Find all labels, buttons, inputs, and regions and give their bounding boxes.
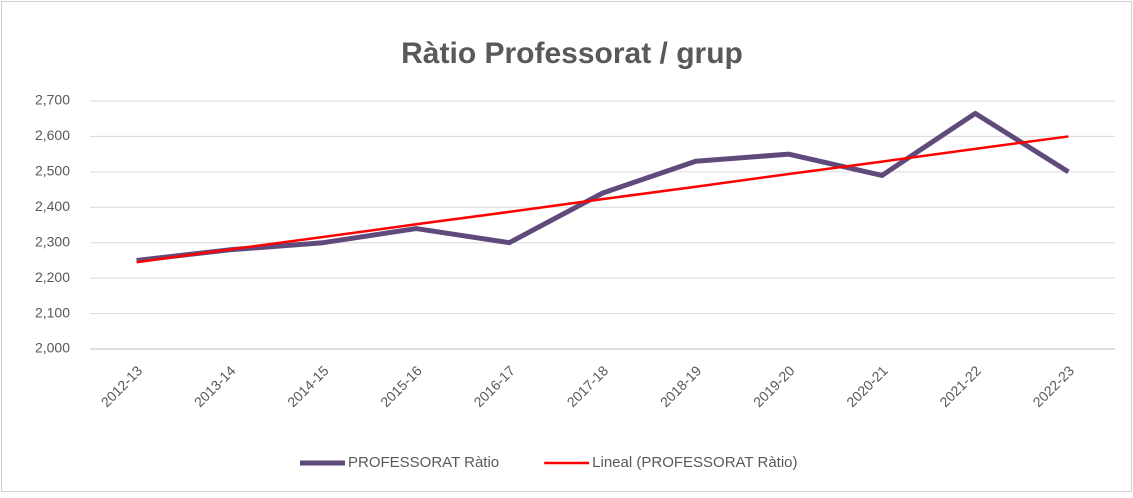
legend-label: PROFESSORAT Ràtio: [348, 454, 499, 471]
y-tick-label: 2,000: [35, 340, 70, 356]
y-tick-label: 2,400: [35, 198, 70, 214]
y-tick-label: 2,500: [35, 163, 70, 179]
y-tick-label: 2,600: [35, 127, 70, 143]
y-tick-label: 2,700: [35, 92, 70, 108]
y-tick-label: 2,200: [35, 269, 70, 285]
legend-label: Lineal (PROFESSORAT Ràtio): [592, 454, 797, 471]
y-tick-label: 2,300: [35, 233, 70, 249]
chart-title: Ràtio Professorat / grup: [401, 37, 743, 70]
series-line: [136, 135, 1069, 264]
series-line: [136, 110, 1070, 263]
y-tick-label: 2,100: [35, 304, 70, 320]
